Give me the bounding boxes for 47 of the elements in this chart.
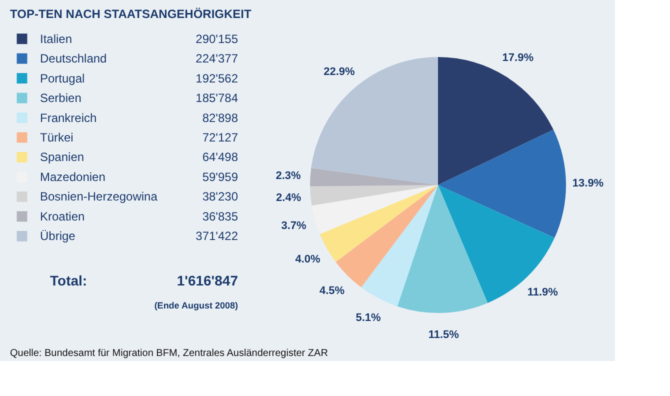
legend-label: Mazedonien (40, 170, 106, 184)
text: 64'498 (202, 150, 238, 164)
text: 185'784 (196, 91, 238, 106)
data-label: 4.0% (295, 253, 321, 266)
pie-slice (361, 185, 438, 306)
legend-label: Deutschland (40, 52, 107, 66)
legend-label: Portugal (40, 71, 85, 86)
text: Total: (50, 272, 88, 289)
legend-label: Frankreich (40, 110, 97, 125)
chart-title: TOP-TEN NACH STAATSANGEHÖRIGKEIT (10, 7, 252, 21)
legend-label: Spanien (40, 150, 84, 164)
text: (Ende August 2008) (154, 300, 238, 310)
legend-label: Serbien (40, 91, 82, 106)
data-label: 4.5% (319, 285, 345, 298)
data-label: 22.9% (324, 66, 356, 78)
data-label: 11.9% (527, 286, 558, 298)
source-note: Quelle: Bundesamt für Migration BFM, Zentrales Ausländerregister ZAR (10, 348, 328, 359)
legend-label: Türkei (40, 130, 74, 144)
text: 59'959 (202, 170, 238, 184)
legend-label: Bosnien-Herzegowina (40, 190, 158, 204)
data-label: 5.1% (356, 312, 382, 324)
data-label: 3.7% (281, 220, 306, 232)
text: 224'377 (196, 52, 238, 66)
text: 38'230 (202, 190, 238, 204)
data-label: 11.5% (428, 328, 460, 341)
legend-label: Italien (40, 32, 72, 46)
data-label: 13.9% (572, 177, 604, 190)
legend-label: Übrige (40, 229, 76, 244)
pie-slice (336, 185, 438, 288)
text: 72'127 (202, 130, 238, 144)
data-label: 2.4% (276, 192, 302, 204)
legend-label: Kroatien (40, 209, 85, 224)
text: 36'835 (202, 209, 238, 224)
data-label: 17.9% (502, 52, 534, 64)
pie-slice (397, 185, 488, 313)
text: 371'422 (196, 229, 238, 244)
pie-slice (320, 185, 438, 262)
text: 1'616'847 (176, 272, 238, 289)
pie-slice (311, 57, 438, 185)
pie-slice (310, 168, 438, 186)
text: 290'155 (196, 32, 238, 46)
text: 192'562 (196, 71, 238, 86)
pie-slice (438, 130, 566, 238)
text: 82'898 (202, 110, 238, 125)
pie-slice (310, 185, 438, 206)
data-label: 2.3% (276, 170, 302, 182)
pie-slice (312, 185, 438, 234)
